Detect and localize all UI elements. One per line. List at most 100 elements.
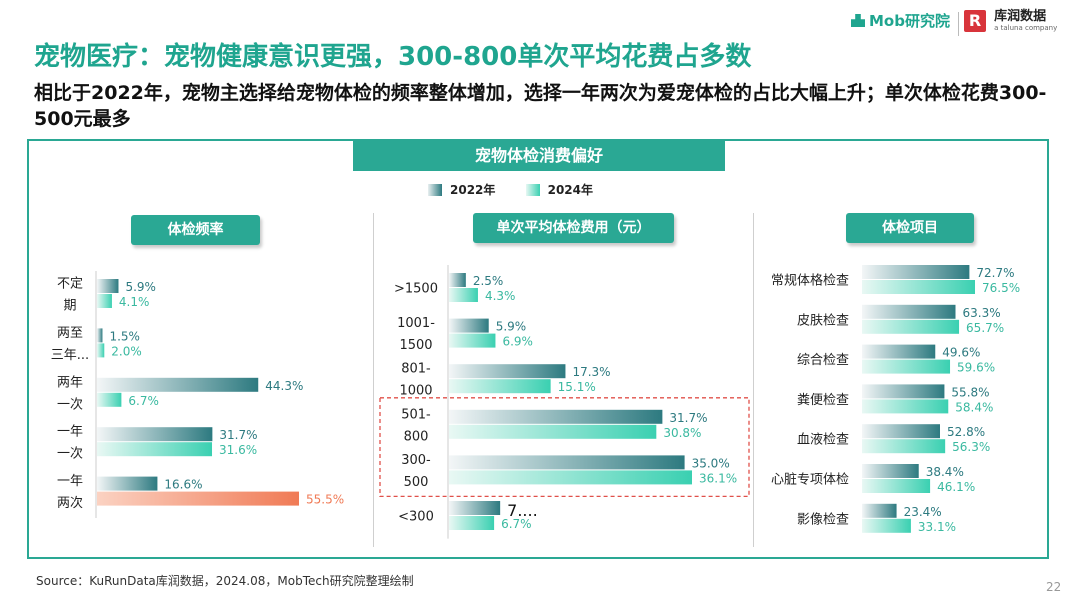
data-label-2024: 6.7% <box>501 517 532 531</box>
bar-2024 <box>862 518 911 533</box>
category-label: 皮肤检查 <box>797 313 849 328</box>
category-label: 801- <box>401 362 431 377</box>
bar-2022 <box>862 265 970 279</box>
data-label-2024: 65.7% <box>966 321 1004 335</box>
bar-2024 <box>862 399 949 414</box>
data-label-2024: 31.6% <box>219 443 257 457</box>
category-label: 三年... <box>51 348 89 363</box>
bar-2022 <box>97 476 158 491</box>
legend-swatch-2022 <box>428 184 442 196</box>
data-label-2024: 46.1% <box>937 480 975 494</box>
data-label-2024: 36.1% <box>699 471 737 485</box>
legend-swatch-2024 <box>525 184 540 196</box>
category-label: 期 <box>63 299 76 314</box>
runda-logo-mark: R <box>964 10 986 32</box>
category-label: 1500 <box>399 338 432 353</box>
category-label: 一年 <box>57 474 83 489</box>
data-label-2022: 5.9% <box>125 280 156 294</box>
bar-2022 <box>862 424 940 439</box>
legend: 2022年 2024年 <box>428 181 619 198</box>
bar-2024 <box>862 359 951 374</box>
category-label: 血液检查 <box>797 433 849 448</box>
category-label: <300 <box>398 510 434 525</box>
data-label-2024: 30.8% <box>663 426 701 440</box>
category-label: >1500 <box>394 282 438 297</box>
data-label-2024: 33.1% <box>918 520 956 534</box>
bar-2024 <box>449 288 478 302</box>
section-title: 宠物体检消费偏好 <box>353 141 725 171</box>
bar-2024 <box>449 379 551 394</box>
bar-2022 <box>862 503 897 518</box>
bar-2022 <box>97 377 259 392</box>
page-title: 宠物医疗：宠物健康意识更强，300-800单次平均花费占多数 <box>34 42 752 72</box>
data-label-2022: 52.8% <box>947 425 985 439</box>
category-label: 影像检查 <box>797 512 849 527</box>
category-label: 综合检查 <box>797 353 849 368</box>
data-label-2022: 38.4% <box>926 465 964 479</box>
bar-2024 <box>862 280 975 294</box>
data-label-2022: 17.3% <box>572 365 610 379</box>
data-label-2024: 58.4% <box>955 400 993 414</box>
bar-2022 <box>97 328 103 343</box>
runda-logo: R 库润数据 a taluna company <box>964 10 1057 33</box>
category-label: 粪便检查 <box>797 393 849 408</box>
data-label-2022: 5.9% <box>496 320 527 334</box>
category-label: 501- <box>401 407 431 422</box>
bar-2024 <box>97 392 122 407</box>
chart-frame <box>27 139 1049 559</box>
bar-2024 <box>97 343 105 358</box>
panel-divider-right <box>753 213 754 547</box>
bar-2022 <box>97 427 213 442</box>
data-label-2024: 6.9% <box>502 335 533 349</box>
category-label: 300- <box>401 453 431 468</box>
category-label: 一年 <box>57 425 83 440</box>
runda-logo-name: 库润数据 <box>994 9 1047 24</box>
bar-2024 <box>449 516 495 530</box>
data-label-2024: 59.6% <box>957 361 995 375</box>
data-label-2022: 55.8% <box>951 385 989 399</box>
bar-2022 <box>862 304 956 319</box>
mob-logo: Mob研究院 <box>851 10 950 31</box>
panel-divider-left <box>373 213 374 547</box>
data-label-2024: 4.1% <box>119 295 149 309</box>
data-label-2022: 2.5% <box>473 274 504 288</box>
bar-2022 <box>449 364 566 379</box>
data-label-2024: 4.3% <box>485 289 515 303</box>
bar-2022 <box>862 464 919 478</box>
bar-2022 <box>449 409 663 424</box>
category-label: 心脏专项体检 <box>771 473 849 488</box>
bar-2022 <box>449 273 466 287</box>
data-label-2024: 6.7% <box>128 394 159 408</box>
legend-label-2024: 2024年 <box>547 183 593 197</box>
bar-2024 <box>97 442 213 457</box>
logo-divider <box>958 12 959 36</box>
data-label-2022: 1.5% <box>109 329 140 343</box>
data-label-2022: 35.0% <box>692 456 730 470</box>
bar-2022 <box>449 318 489 333</box>
highlight-box <box>379 397 750 498</box>
category-label: 500 <box>404 475 429 490</box>
category-label: 800 <box>404 429 429 444</box>
data-label-2022: 63.3% <box>963 306 1001 320</box>
data-label-2022: 23.4% <box>904 505 942 519</box>
data-label-2022: 7.... <box>507 501 538 520</box>
source-note: Source：KuRunData库润数据，2024.08，MobTech研究院整… <box>36 574 414 588</box>
page-subtitle: 相比于2022年，宠物主选择给宠物体检的频率整体增加，选择一年两次为爱宠体检的占… <box>34 82 1047 130</box>
bar-2024 <box>449 424 657 439</box>
page-number: 22 <box>1046 580 1062 594</box>
panel-title-cost: 单次平均体检费用（元） <box>473 213 674 243</box>
panel-title-items: 体检项目 <box>846 213 974 243</box>
panel-title-frequency: 体检频率 <box>131 215 260 245</box>
bar-2022 <box>97 279 119 293</box>
bar-2024 <box>449 333 496 348</box>
legend-item-2024: 2024年 <box>525 181 593 198</box>
bar-2024 <box>449 470 692 485</box>
runda-logo-tagline: a taluna company <box>994 24 1058 32</box>
category-label: 1000 <box>399 384 432 399</box>
data-label-2022: 72.7% <box>976 266 1014 280</box>
data-label-2022: 16.6% <box>164 478 202 492</box>
mob-logo-text: Mob研究院 <box>869 12 950 30</box>
legend-label-2022: 2022年 <box>450 183 496 197</box>
data-label-2024: 76.5% <box>982 281 1020 295</box>
